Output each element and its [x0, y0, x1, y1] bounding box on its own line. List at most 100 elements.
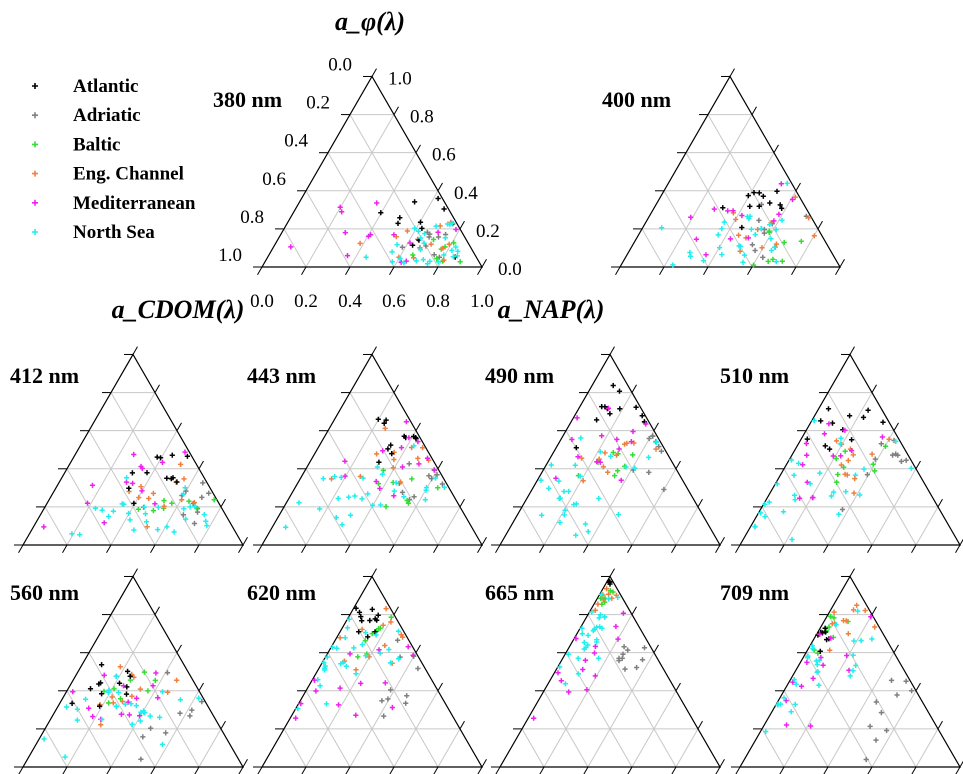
data-point [814, 669, 820, 675]
grid-line [675, 506, 699, 546]
data-point [838, 435, 844, 441]
data-point [428, 241, 434, 247]
data-point [792, 701, 798, 707]
tick-mark [437, 682, 443, 692]
data-point [788, 457, 795, 463]
data-point [821, 431, 828, 437]
data-point [630, 452, 636, 458]
data-point [717, 245, 723, 251]
data-point [872, 624, 878, 630]
data-point [381, 420, 387, 426]
data-point [375, 416, 381, 422]
data-point [365, 491, 371, 497]
data-point [435, 234, 442, 240]
tick-mark [106, 544, 112, 554]
data-point [852, 472, 859, 478]
data-point [97, 703, 103, 709]
data-point [359, 618, 365, 624]
data-point [124, 475, 130, 481]
data-point [594, 637, 600, 643]
legend-entry: North Sea [32, 222, 155, 243]
data-point [453, 244, 459, 250]
ternary-panels: 380 nm0.00.01.00.20.20.80.40.40.60.60.60… [10, 54, 963, 774]
data-point [580, 478, 586, 484]
triangle-frame [618, 75, 842, 268]
tick-mark [867, 766, 873, 774]
data-point [596, 495, 602, 502]
data-point [569, 436, 575, 443]
data-point [804, 452, 810, 458]
data-point [597, 612, 604, 618]
data-point [401, 494, 407, 500]
data-point [140, 734, 146, 740]
data-point [183, 516, 189, 522]
data-point [391, 493, 397, 499]
tick-label-left: 0.6 [262, 169, 286, 190]
grid-line [393, 468, 439, 546]
data-point [845, 631, 851, 637]
data-point [101, 520, 107, 526]
grid-line [327, 430, 395, 546]
data-point [128, 701, 134, 707]
data-point [142, 511, 149, 517]
ternary-panel: 620 nm [247, 568, 487, 774]
data-point [405, 500, 411, 506]
data-point [153, 670, 159, 676]
tick-mark [867, 544, 873, 554]
data-point [837, 441, 843, 447]
tick-label-left: 0.8 [240, 207, 264, 228]
data-point [171, 529, 177, 535]
legend-marker [32, 229, 38, 235]
grid-line [110, 430, 178, 546]
data-point [616, 446, 622, 452]
tick-mark [609, 568, 615, 577]
data-point [389, 249, 395, 255]
data-point [390, 465, 396, 471]
grid-line [707, 152, 775, 268]
data-point [767, 200, 773, 206]
tick-mark [238, 544, 244, 554]
data-point [825, 406, 832, 412]
data-point [340, 659, 346, 665]
data-point [96, 681, 102, 687]
data-point [111, 686, 117, 692]
grid-line [565, 652, 633, 768]
data-point [403, 700, 409, 706]
data-point [406, 435, 412, 441]
data-point [546, 485, 552, 491]
data-point [380, 448, 386, 454]
tick-mark [835, 266, 841, 276]
data-point [184, 453, 190, 459]
data-point [575, 655, 581, 661]
tick-mark [459, 720, 465, 730]
data-point [766, 229, 772, 235]
grid-line [305, 468, 351, 546]
data-point [822, 443, 828, 449]
data-point [606, 591, 612, 597]
tick-label-bottom: 0.4 [338, 291, 362, 312]
data-point [858, 637, 864, 644]
data-point [296, 500, 302, 506]
data-point [161, 503, 167, 509]
tick-mark [371, 568, 377, 577]
triangle-frame [738, 353, 962, 546]
tick-mark [671, 544, 677, 554]
data-point [106, 687, 112, 693]
data-point [826, 624, 832, 630]
data-point [99, 716, 105, 723]
data-point [768, 236, 774, 242]
data-point [383, 606, 389, 612]
grid-line [521, 728, 545, 768]
data-point [137, 686, 143, 692]
data-point [620, 610, 626, 616]
data-point [129, 721, 135, 727]
data-point [69, 531, 75, 537]
data-point [852, 476, 858, 482]
data-point [119, 698, 126, 705]
data-point [847, 413, 853, 419]
legend-entry: Eng. Channel [32, 164, 184, 185]
data-point [379, 471, 386, 477]
data-point [339, 522, 345, 528]
data-point [659, 225, 665, 231]
data-point [334, 645, 340, 651]
